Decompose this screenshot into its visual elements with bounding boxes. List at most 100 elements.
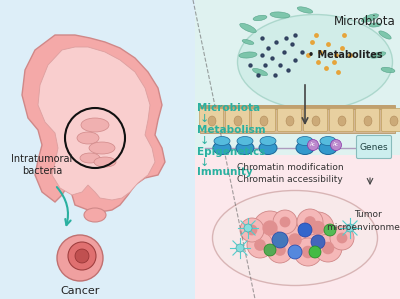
Text: Microbiota: Microbiota — [197, 103, 260, 113]
Ellipse shape — [77, 132, 99, 144]
Text: Ac: Ac — [333, 143, 339, 147]
Circle shape — [330, 140, 342, 150]
Polygon shape — [22, 35, 165, 212]
Ellipse shape — [259, 141, 277, 155]
Ellipse shape — [319, 141, 337, 155]
Circle shape — [297, 209, 323, 235]
Ellipse shape — [297, 137, 313, 146]
Bar — [195, 155, 400, 299]
FancyBboxPatch shape — [382, 109, 400, 132]
Circle shape — [330, 226, 354, 250]
Circle shape — [240, 218, 264, 242]
Circle shape — [314, 234, 342, 262]
Text: Genes: Genes — [360, 143, 388, 152]
Ellipse shape — [212, 190, 378, 286]
Circle shape — [288, 245, 302, 259]
Ellipse shape — [379, 31, 391, 39]
Ellipse shape — [320, 137, 336, 146]
Ellipse shape — [381, 67, 395, 73]
Ellipse shape — [214, 137, 230, 146]
Ellipse shape — [260, 137, 276, 146]
FancyBboxPatch shape — [226, 109, 250, 132]
Circle shape — [267, 237, 293, 263]
Ellipse shape — [312, 116, 320, 126]
Ellipse shape — [236, 141, 254, 155]
FancyBboxPatch shape — [356, 135, 392, 158]
Circle shape — [309, 246, 321, 258]
Text: Intratumoral
bacteria: Intratumoral bacteria — [11, 154, 73, 176]
Circle shape — [308, 140, 318, 150]
Text: • Metabolites: • Metabolites — [308, 50, 383, 60]
Text: ↓: ↓ — [200, 158, 209, 168]
Ellipse shape — [270, 12, 290, 18]
Text: ↓: ↓ — [200, 136, 209, 146]
Ellipse shape — [234, 116, 242, 126]
Circle shape — [346, 224, 354, 232]
Ellipse shape — [208, 116, 216, 126]
Circle shape — [236, 244, 244, 252]
Bar — [200, 105, 395, 133]
Ellipse shape — [81, 118, 109, 132]
Circle shape — [57, 235, 103, 281]
Text: Epigenetics: Epigenetics — [197, 147, 265, 157]
Text: Cancer: Cancer — [60, 286, 100, 296]
FancyBboxPatch shape — [200, 109, 224, 132]
Circle shape — [262, 220, 278, 236]
Ellipse shape — [94, 157, 116, 167]
Bar — [195, 0, 400, 155]
FancyBboxPatch shape — [252, 109, 276, 132]
Ellipse shape — [338, 116, 346, 126]
Bar — [200, 105, 395, 110]
Ellipse shape — [240, 23, 256, 33]
Polygon shape — [38, 47, 155, 200]
Ellipse shape — [253, 15, 267, 21]
Circle shape — [274, 244, 286, 256]
Circle shape — [311, 221, 325, 235]
Ellipse shape — [296, 141, 314, 155]
Circle shape — [302, 212, 334, 244]
Circle shape — [302, 246, 314, 258]
Text: Microbiota: Microbiota — [334, 15, 396, 28]
Ellipse shape — [390, 116, 398, 126]
Ellipse shape — [242, 39, 254, 45]
Circle shape — [322, 242, 334, 254]
Ellipse shape — [84, 208, 106, 222]
Ellipse shape — [362, 14, 378, 22]
Text: ↓: ↓ — [200, 114, 209, 124]
Circle shape — [254, 239, 266, 251]
Bar — [0, 0, 195, 299]
Circle shape — [273, 210, 297, 234]
Ellipse shape — [297, 7, 313, 13]
Ellipse shape — [213, 141, 231, 155]
Text: Ac: Ac — [310, 143, 316, 147]
FancyBboxPatch shape — [330, 109, 354, 132]
Circle shape — [337, 233, 347, 243]
Circle shape — [272, 232, 288, 248]
Ellipse shape — [260, 116, 268, 126]
Ellipse shape — [239, 52, 257, 58]
Circle shape — [246, 225, 258, 235]
Ellipse shape — [237, 137, 253, 146]
Text: Tumor
microenvironment: Tumor microenvironment — [326, 210, 400, 231]
Ellipse shape — [370, 52, 386, 58]
Ellipse shape — [89, 142, 115, 154]
Circle shape — [288, 233, 302, 247]
Text: Immunity: Immunity — [197, 167, 253, 177]
Ellipse shape — [252, 68, 268, 76]
Ellipse shape — [80, 153, 100, 163]
Circle shape — [304, 216, 316, 228]
Ellipse shape — [369, 23, 381, 27]
Ellipse shape — [238, 14, 392, 109]
FancyBboxPatch shape — [278, 109, 302, 132]
Text: Metabolism: Metabolism — [197, 125, 266, 135]
Circle shape — [311, 235, 325, 249]
Circle shape — [253, 211, 287, 245]
Circle shape — [244, 224, 252, 232]
Circle shape — [264, 244, 276, 256]
Circle shape — [247, 232, 273, 258]
Ellipse shape — [364, 116, 372, 126]
FancyBboxPatch shape — [356, 109, 380, 132]
FancyBboxPatch shape — [304, 109, 328, 132]
Circle shape — [68, 242, 96, 270]
Circle shape — [294, 238, 322, 266]
